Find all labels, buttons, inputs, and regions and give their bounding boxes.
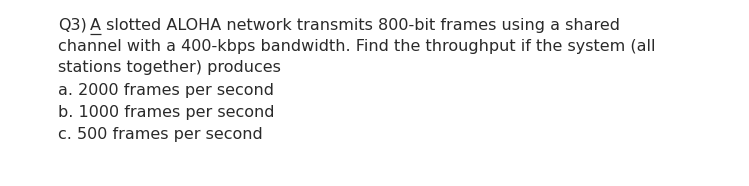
Text: c. 500 frames per second: c. 500 frames per second xyxy=(58,127,263,142)
Text: a. 2000 frames per second: a. 2000 frames per second xyxy=(58,83,274,98)
Text: slotted ALOHA network transmits 800-bit frames using a shared: slotted ALOHA network transmits 800-bit … xyxy=(101,18,619,33)
Text: A: A xyxy=(90,18,101,33)
Text: b. 1000 frames per second: b. 1000 frames per second xyxy=(58,105,274,120)
Text: channel with a 400-kbps bandwidth. Find the throughput if the system (all: channel with a 400-kbps bandwidth. Find … xyxy=(58,39,655,54)
Text: stations together) produces: stations together) produces xyxy=(58,60,281,75)
Text: Q3): Q3) xyxy=(58,18,87,33)
